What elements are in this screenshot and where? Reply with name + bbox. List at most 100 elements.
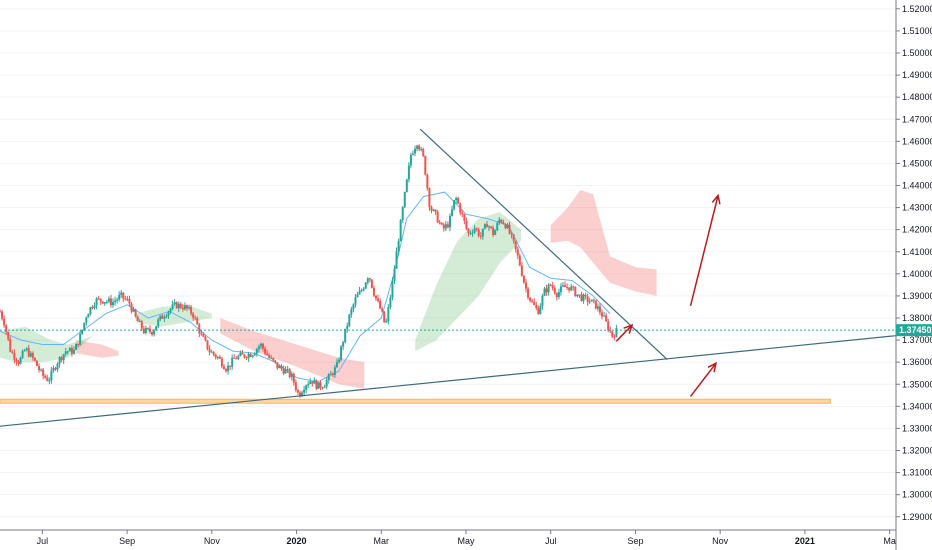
candle-body	[7, 331, 10, 340]
candle-body	[422, 149, 425, 156]
trend-line-descending[interactable]	[419, 128, 668, 360]
candle-body	[163, 317, 166, 319]
candle-body	[95, 298, 98, 306]
candle-body	[537, 307, 540, 315]
candle-body	[278, 365, 281, 369]
candle-body	[352, 304, 355, 310]
candle-body	[3, 318, 6, 326]
candle-body	[609, 330, 612, 332]
candle-body	[426, 174, 429, 189]
candle-body	[208, 349, 211, 353]
candle-body	[444, 224, 447, 229]
candle-body	[541, 295, 544, 306]
candle-body	[358, 290, 361, 295]
candle-body	[282, 368, 285, 374]
candle-body	[547, 284, 550, 293]
candle-body	[48, 380, 51, 382]
candle-body	[319, 382, 322, 388]
candle-body	[126, 299, 129, 301]
arrow-shaft[interactable]	[689, 362, 717, 397]
candle-body	[391, 280, 394, 298]
candle-body	[504, 224, 507, 229]
candle-body	[120, 292, 123, 295]
candle-body	[467, 228, 470, 234]
candle-body	[280, 365, 283, 369]
candle-body	[465, 220, 468, 229]
candle-body	[124, 298, 127, 300]
candle-body	[151, 331, 154, 335]
candle-body	[253, 353, 256, 356]
candle-body	[229, 365, 232, 367]
candle-body	[303, 389, 306, 393]
candle-body	[44, 375, 47, 378]
candle-body	[561, 285, 564, 287]
candle-body	[179, 303, 182, 308]
candle-body	[379, 300, 382, 309]
x-tick-label: 2021	[795, 536, 815, 546]
candle-body	[496, 223, 499, 231]
candle-body	[385, 321, 388, 323]
candle-body	[399, 220, 402, 242]
trend-line-ascending[interactable]	[0, 335, 897, 427]
candle-body	[344, 328, 347, 343]
candle-body	[237, 355, 240, 359]
candle-body	[54, 368, 57, 370]
candle-body	[33, 357, 36, 361]
y-tick-label: 1.35000	[902, 379, 932, 389]
candle-body	[580, 294, 583, 301]
candle-body	[325, 380, 328, 387]
candle-body	[601, 312, 604, 317]
candle-body	[188, 307, 191, 309]
candle-body	[362, 288, 365, 291]
y-tick-label: 1.39000	[902, 291, 932, 301]
cloud-segment	[550, 189, 657, 296]
trend-lines[interactable]	[0, 128, 897, 427]
candle-body	[574, 287, 577, 297]
candle-body	[239, 352, 242, 356]
candle-body	[35, 360, 38, 366]
candle-body	[368, 278, 371, 280]
candle-body	[77, 343, 80, 345]
support-zone	[0, 398, 831, 404]
y-axis[interactable]: 1.52000 1.51000 1.50000 1.49000 1.48000 1.470…	[896, 4, 932, 522]
candle-body	[438, 222, 441, 224]
candle-body	[23, 350, 26, 352]
x-tick-label: May	[457, 536, 475, 546]
candle-body	[416, 145, 419, 149]
candle-body	[432, 209, 435, 211]
x-tick-label: Nov	[204, 536, 221, 546]
candle-body	[305, 385, 308, 390]
arrow-shaft[interactable]	[689, 195, 719, 307]
candle-body	[317, 382, 320, 389]
candle-body	[584, 294, 587, 297]
x-tick-label: Jul	[545, 536, 557, 546]
candle-body	[225, 369, 228, 372]
candle-body	[506, 224, 509, 229]
candle-body	[307, 384, 310, 386]
support-zone-rect[interactable]	[0, 398, 831, 404]
y-tick-label: 1.52000	[902, 4, 932, 14]
candle-body	[83, 322, 86, 330]
candle-body	[243, 354, 246, 358]
y-tick-label: 1.33000	[902, 423, 932, 433]
last-price-tag: 1.37450	[896, 324, 932, 337]
candle-body	[473, 228, 476, 233]
candle-body	[434, 209, 437, 212]
x-tick-label: Nov	[712, 536, 729, 546]
candle-body	[107, 298, 110, 302]
candle-body	[555, 293, 558, 298]
candle-body	[255, 349, 258, 354]
candle-body	[350, 309, 353, 315]
candle-body	[216, 356, 219, 358]
y-tick-label: 1.38000	[902, 313, 932, 323]
candle-body	[512, 234, 515, 241]
candle-body	[112, 301, 115, 306]
candle-body	[153, 330, 156, 335]
candle-body	[605, 315, 608, 322]
arrow-shaft[interactable]	[615, 324, 633, 342]
arrows[interactable]	[615, 193, 721, 397]
candle-body	[231, 357, 234, 367]
x-axis[interactable]: Jul Sep Nov 2020 Mar May Jul Sep Nov 2021 Ma	[37, 530, 896, 546]
